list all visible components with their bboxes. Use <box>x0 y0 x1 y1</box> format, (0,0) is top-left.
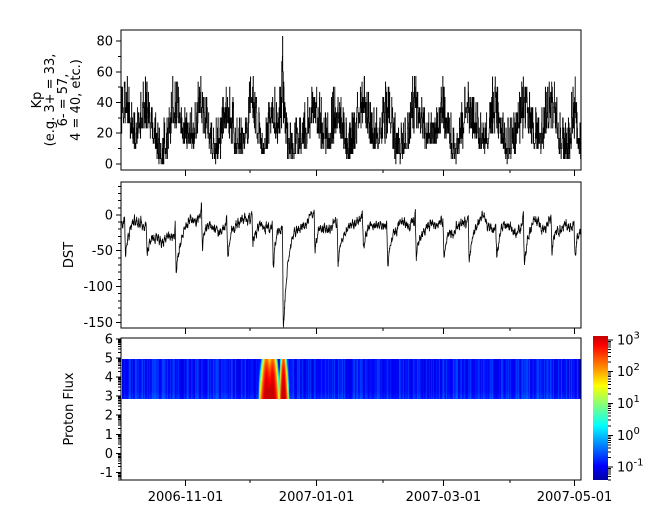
x-date-label: 2007-03-01 <box>406 490 482 505</box>
kp-ylabel-line2: (e.g. 3+ = 33, <box>43 54 58 147</box>
kp-series-line <box>120 36 582 165</box>
x-date-label: 2007-05-01 <box>537 490 613 505</box>
kp-panel: Kp (e.g. 3+ = 33, 6- = 57, 4 = 40, etc.)… <box>30 29 582 176</box>
dst-ylabel: DST <box>62 242 77 268</box>
x-axis-labels: 2006-11-01 2007-01-01 2007-03-01 2007-05-01 <box>148 490 613 505</box>
colorbar-tick-label: 10-1 <box>617 458 644 476</box>
pf-ytick-label: 0 <box>105 447 113 462</box>
pf-ytick-label: -1 <box>100 466 113 481</box>
pf-frame <box>120 337 582 481</box>
kp-ytick-label: 60 <box>96 65 113 80</box>
pf-ytick-label: 4 <box>105 371 113 386</box>
kp-ylabel-line1: Kp <box>30 92 45 109</box>
kp-ylabel-line4: 4 = 40, etc.) <box>69 59 84 141</box>
colorbar-tick-label: 103 <box>617 330 640 348</box>
kp-ylabel-line3: 6- = 57, <box>56 74 71 127</box>
proton-flux-ylabel: Proton Flux <box>62 372 77 445</box>
proton-flux-panel: Proton Flux 6 5 4 3 2 1 0 -1 <box>62 332 582 486</box>
x-date-label: 2006-11-01 <box>148 490 224 505</box>
kp-ytick-label: 0 <box>105 157 113 172</box>
x-date-label: 2007-01-01 <box>279 490 355 505</box>
colorbar-tick-label: 102 <box>617 362 640 380</box>
dst-ytick-label: -150 <box>83 316 113 331</box>
kp-ytick-label: 20 <box>96 127 113 142</box>
colorbar-tick-label: 101 <box>617 394 640 412</box>
dst-frame <box>120 181 582 329</box>
colorbar-tick-label: 100 <box>617 426 640 444</box>
colorbar-gradient <box>593 336 608 480</box>
kp-ytick-label: 80 <box>96 35 113 50</box>
proton-flux-spectrogram <box>122 359 581 399</box>
colorbar-axis: 103 102 101 100 10-1 <box>608 330 644 481</box>
dst-ytick-label: -50 <box>92 244 113 259</box>
kp-ytick-label: 40 <box>96 96 113 111</box>
pf-ytick-label: 1 <box>105 428 113 443</box>
dst-ytick-label: 0 <box>105 208 113 223</box>
pf-ytick-label: 3 <box>105 390 113 405</box>
dst-ytick-label: -100 <box>83 280 113 295</box>
dst-series-line <box>120 202 582 328</box>
pf-ytick-label: 6 <box>105 332 113 347</box>
dst-panel: DST 0 -50 -100 -150 <box>62 181 582 334</box>
pf-ytick-label: 5 <box>105 352 113 367</box>
pf-ytick-label: 2 <box>105 409 113 424</box>
kp-frame <box>120 29 582 171</box>
